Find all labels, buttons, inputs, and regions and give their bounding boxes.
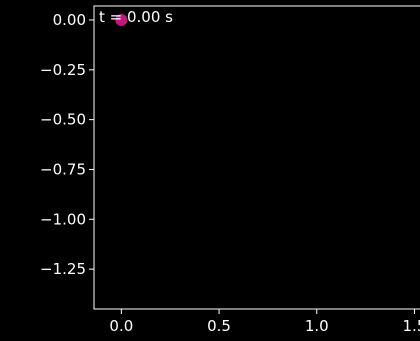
axes-frame: [93, 5, 420, 310]
x-tick-label: 0.5: [207, 317, 231, 335]
y-tick-label: −0.50: [40, 111, 86, 129]
x-tick-label: 1.0: [305, 317, 329, 335]
y-tick-label: −1.00: [40, 210, 86, 228]
time-annotation: t = 0.00 s: [99, 8, 173, 26]
data-point: [115, 13, 128, 26]
y-tick-label: −0.75: [40, 160, 86, 178]
y-tick-label: −1.25: [40, 260, 86, 278]
y-tick-label: 0.00: [53, 11, 86, 29]
x-tick-label: 0.0: [109, 317, 133, 335]
x-tick-label: 1.5: [403, 317, 420, 335]
y-tick-label: −0.25: [40, 61, 86, 79]
chart-marks: [115, 13, 128, 26]
axis-ticks: 0.00 −0.25 −0.50 −0.75 −1.00 −1.25 0.0 0.5 1.0 1.…: [40, 11, 420, 335]
